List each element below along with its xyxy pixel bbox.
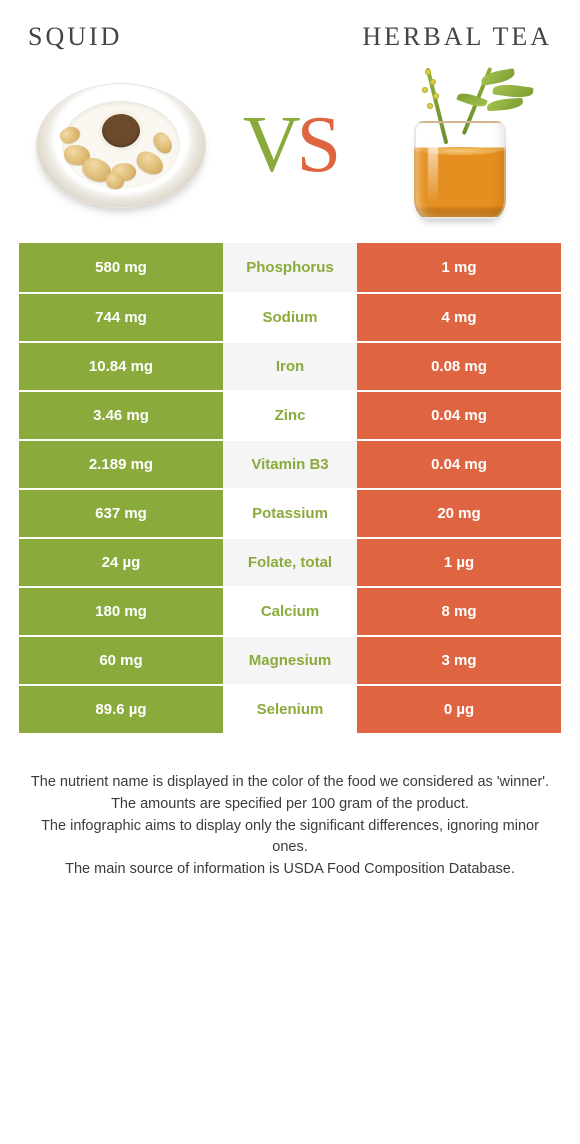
nutrient-table: 580 mgPhosphorus1 mg744 mgSodium4 mg10.8…: [18, 242, 562, 734]
plate-icon: [36, 83, 206, 208]
table-row: 180 mgCalcium8 mg: [19, 586, 561, 635]
left-value: 2.189 mg: [19, 441, 223, 488]
footer-line: The main source of information is USDA F…: [28, 859, 552, 881]
footer-notes: The nutrient name is displayed in the co…: [28, 772, 552, 881]
left-value: 637 mg: [19, 490, 223, 537]
table-row: 10.84 mgIron0.08 mg: [19, 341, 561, 390]
table-row: 2.189 mgVitamin B30.04 mg: [19, 439, 561, 488]
left-value: 180 mg: [19, 588, 223, 635]
left-value: 3.46 mg: [19, 392, 223, 439]
herbal-tea-image: [367, 70, 552, 220]
titles-row: Squid Herbal tea: [0, 0, 580, 60]
left-value: 580 mg: [19, 243, 223, 292]
hero-row: VS: [0, 60, 580, 238]
right-value: 1 mg: [357, 243, 561, 292]
nutrient-label: Phosphorus: [223, 243, 357, 292]
right-food-title: Herbal tea: [362, 22, 552, 52]
table-row: 24 µgFolate, total1 µg: [19, 537, 561, 586]
nutrient-label: Potassium: [223, 490, 357, 537]
nutrient-label: Magnesium: [223, 637, 357, 684]
left-value: 89.6 µg: [19, 686, 223, 733]
tea-icon: [375, 65, 545, 225]
right-value: 20 mg: [357, 490, 561, 537]
vs-s: S: [297, 101, 338, 189]
nutrient-label: Folate, total: [223, 539, 357, 586]
right-value: 8 mg: [357, 588, 561, 635]
footer-line: The nutrient name is displayed in the co…: [28, 772, 552, 794]
table-row: 744 mgSodium4 mg: [19, 292, 561, 341]
right-value: 0.08 mg: [357, 343, 561, 390]
table-row: 3.46 mgZinc0.04 mg: [19, 390, 561, 439]
nutrient-label: Selenium: [223, 686, 357, 733]
vs-v: V: [243, 101, 297, 189]
right-value: 3 mg: [357, 637, 561, 684]
right-value: 1 µg: [357, 539, 561, 586]
right-value: 0 µg: [357, 686, 561, 733]
right-value: 0.04 mg: [357, 392, 561, 439]
footer-line: The amounts are specified per 100 gram o…: [28, 794, 552, 816]
right-value: 0.04 mg: [357, 441, 561, 488]
nutrient-label: Zinc: [223, 392, 357, 439]
vs-label: VS: [243, 100, 337, 191]
left-value: 24 µg: [19, 539, 223, 586]
nutrient-label: Iron: [223, 343, 357, 390]
footer-line: The infographic aims to display only the…: [28, 816, 552, 860]
nutrient-label: Sodium: [223, 294, 357, 341]
table-row: 89.6 µgSelenium0 µg: [19, 684, 561, 733]
left-value: 10.84 mg: [19, 343, 223, 390]
table-row: 580 mgPhosphorus1 mg: [19, 243, 561, 292]
left-food-title: Squid: [28, 22, 122, 52]
left-value: 744 mg: [19, 294, 223, 341]
table-row: 637 mgPotassium20 mg: [19, 488, 561, 537]
left-value: 60 mg: [19, 637, 223, 684]
nutrient-label: Calcium: [223, 588, 357, 635]
squid-image: [28, 70, 213, 220]
nutrient-label: Vitamin B3: [223, 441, 357, 488]
table-row: 60 mgMagnesium3 mg: [19, 635, 561, 684]
right-value: 4 mg: [357, 294, 561, 341]
